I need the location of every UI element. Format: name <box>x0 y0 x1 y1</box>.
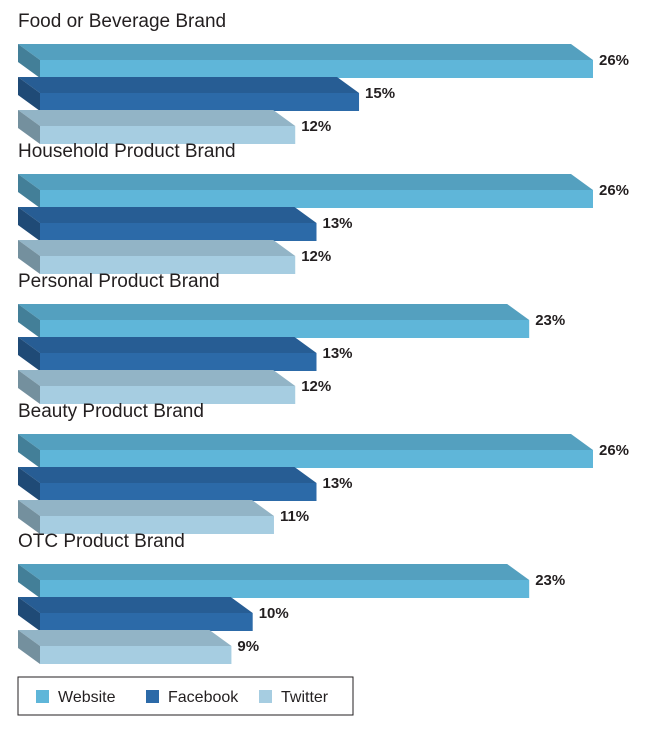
value-label: 23% <box>535 312 565 329</box>
bar-top-face <box>18 337 317 353</box>
group-title: Beauty Product Brand <box>18 401 204 422</box>
value-label: 12% <box>301 248 331 265</box>
value-label: 13% <box>323 215 353 232</box>
value-label: 13% <box>323 345 353 362</box>
bar-side-face <box>18 370 40 404</box>
bar-top-face <box>18 597 253 613</box>
bar-website: 23% <box>18 564 565 598</box>
legend-swatch <box>36 690 49 703</box>
bar-side-face <box>18 500 40 534</box>
bar-top-face <box>18 44 593 60</box>
value-label: 15% <box>365 85 395 102</box>
group-2: Personal Product Brand 23% 13% 12% <box>18 271 565 404</box>
value-label: 26% <box>599 52 629 69</box>
bar-side-face <box>18 174 40 208</box>
bar-front-face <box>40 483 317 501</box>
bar-front-face <box>40 646 232 664</box>
bar-website: 23% <box>18 304 565 338</box>
bar-facebook: 15% <box>18 77 395 111</box>
bar-front-face <box>40 613 253 631</box>
bar-side-face <box>18 77 40 111</box>
bar-front-face <box>40 190 593 208</box>
bar-side-face <box>18 467 40 501</box>
bar-facebook: 13% <box>18 337 353 371</box>
bar-top-face <box>18 500 274 516</box>
value-label: 9% <box>237 638 259 655</box>
bar-front-face <box>40 450 593 468</box>
bar-side-face <box>18 110 40 144</box>
bar-side-face <box>18 44 40 78</box>
bar-top-face <box>18 304 530 320</box>
bar-side-face <box>18 337 40 371</box>
bar-top-face <box>18 434 593 450</box>
legend-swatch <box>146 690 159 703</box>
group-title: Household Product Brand <box>18 141 236 162</box>
chart-groups: Food or Beverage Brand26%15%12%Household… <box>18 11 629 664</box>
bar-front-face <box>40 353 317 371</box>
bar-twitter: 11% <box>18 500 309 534</box>
bar-top-face <box>18 370 296 386</box>
bar-website: 26% <box>18 434 629 468</box>
bar-website: 26% <box>18 44 629 78</box>
bar-top-face <box>18 240 296 256</box>
legend-item-facebook: Facebook <box>146 689 239 706</box>
legend-label: Website <box>58 689 116 706</box>
legend: Website Facebook Twitter <box>17 676 354 716</box>
bar-top-face <box>18 77 360 93</box>
bar-side-face <box>18 597 40 631</box>
bar-side-face <box>18 434 40 468</box>
group-1: Household Product Brand 26% 13% 12% <box>18 141 629 274</box>
group-title: Food or Beverage Brand <box>18 11 226 32</box>
bar-top-face <box>18 110 296 126</box>
bar-front-face <box>40 516 274 534</box>
bar-side-face <box>18 564 40 598</box>
bar-twitter: 12% <box>18 240 331 274</box>
group-title: Personal Product Brand <box>18 271 220 292</box>
bar-website: 26% <box>18 174 629 208</box>
bar-side-face <box>18 240 40 274</box>
group-0: Food or Beverage Brand 26% 15% 12% <box>18 11 629 144</box>
legend-box <box>17 676 354 716</box>
bar-top-face <box>18 174 593 190</box>
bar-twitter: 9% <box>18 630 259 664</box>
bar-top-face <box>18 207 317 223</box>
group-3: Beauty Product Brand 26% 13% 11% <box>18 401 629 534</box>
bar-side-face <box>18 630 40 664</box>
legend-label: Facebook <box>168 689 239 706</box>
value-label: 13% <box>323 475 353 492</box>
bar-top-face <box>18 467 317 483</box>
value-label: 11% <box>280 508 309 525</box>
bar-facebook: 13% <box>18 207 353 241</box>
bar-front-face <box>40 320 530 338</box>
legend-swatch <box>259 690 272 703</box>
bar-facebook: 13% <box>18 467 353 501</box>
bar-front-face <box>40 223 317 241</box>
bar-front-face <box>40 256 296 274</box>
value-label: 26% <box>599 182 629 199</box>
bar-front-face <box>40 580 530 598</box>
value-label: 26% <box>599 442 629 459</box>
value-label: 12% <box>301 378 331 395</box>
legend-item-twitter: Twitter <box>259 689 329 706</box>
group-title: OTC Product Brand <box>18 531 185 552</box>
legend-item-website: Website <box>36 689 116 706</box>
group-4: OTC Product Brand 23% 10%9% <box>18 531 565 664</box>
bar-side-face <box>18 207 40 241</box>
legend-label: Twitter <box>281 689 329 706</box>
bar-twitter: 12% <box>18 370 331 404</box>
bar-side-face <box>18 304 40 338</box>
bar-twitter: 12% <box>18 110 331 144</box>
value-label: 12% <box>301 118 331 135</box>
bar-top-face <box>18 630 232 646</box>
bar-top-face <box>18 564 530 580</box>
bar-front-face <box>40 93 360 111</box>
bar-front-face <box>40 386 296 404</box>
value-label: 23% <box>535 572 565 589</box>
bar-front-face <box>40 126 296 144</box>
bar-front-face <box>40 60 593 78</box>
bar-facebook: 10% <box>18 597 289 631</box>
value-label: 10% <box>259 605 289 622</box>
